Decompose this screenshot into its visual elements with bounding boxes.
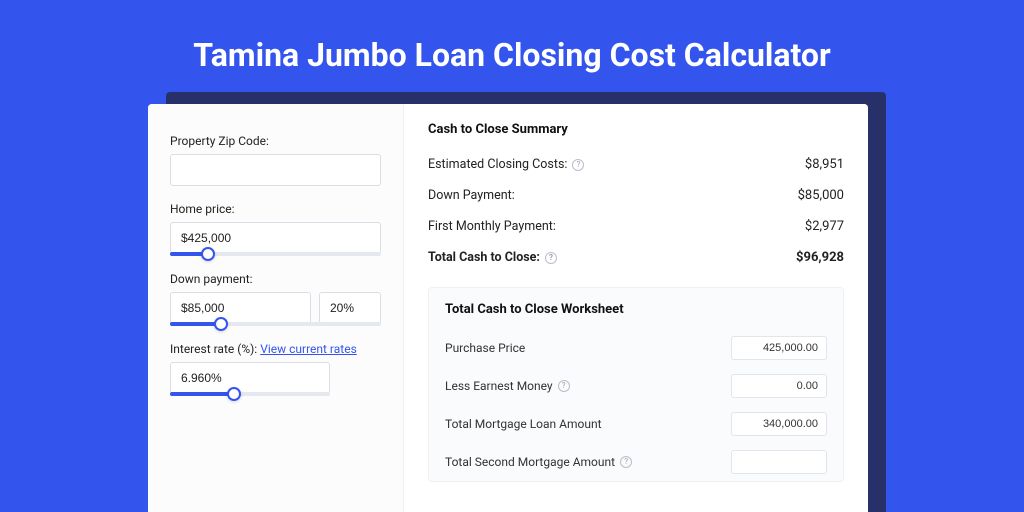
down-payment-slider-thumb[interactable] — [214, 317, 228, 331]
calculator-card: Property Zip Code: Home price: Down paym… — [148, 104, 868, 512]
worksheet-row-earnest-money: Less Earnest Money ? — [445, 367, 827, 405]
worksheet-card: Total Cash to Close Worksheet Purchase P… — [428, 287, 844, 482]
worksheet-row-second-mortgage: Total Second Mortgage Amount ? — [445, 443, 827, 481]
help-icon[interactable]: ? — [572, 159, 584, 171]
worksheet-label: Purchase Price — [445, 341, 525, 355]
help-icon[interactable]: ? — [558, 380, 570, 392]
summary-row-closing-costs: Estimated Closing Costs: ? $8,951 — [428, 149, 844, 180]
summary-row-down-payment: Down Payment: $85,000 — [428, 180, 844, 211]
zip-field-group: Property Zip Code: — [170, 134, 381, 186]
home-price-field-group: Home price: — [170, 202, 381, 256]
summary-amount: $8,951 — [805, 157, 844, 172]
zip-input[interactable] — [170, 154, 381, 186]
worksheet-label: Total Mortgage Loan Amount — [445, 417, 602, 431]
interest-rate-slider[interactable] — [170, 392, 330, 396]
worksheet-label: Total Second Mortgage Amount — [445, 455, 615, 469]
summary-row-total-cash: Total Cash to Close: ? $96,928 — [428, 242, 844, 273]
zip-label: Property Zip Code: — [170, 134, 381, 148]
home-price-label: Home price: — [170, 202, 381, 216]
interest-rate-slider-fill — [170, 392, 234, 396]
summary-label: Estimated Closing Costs: — [428, 157, 567, 172]
worksheet-value-input[interactable] — [731, 450, 827, 474]
down-payment-label: Down payment: — [170, 272, 381, 286]
summary-title: Cash to Close Summary — [428, 122, 844, 137]
home-price-slider[interactable] — [170, 252, 381, 256]
worksheet-row-mortgage-amount: Total Mortgage Loan Amount — [445, 405, 827, 443]
summary-amount: $85,000 — [798, 188, 844, 203]
home-price-slider-thumb[interactable] — [201, 247, 215, 261]
worksheet-value-input[interactable] — [731, 374, 827, 398]
inputs-panel: Property Zip Code: Home price: Down paym… — [148, 104, 404, 512]
down-payment-pct-input[interactable] — [319, 292, 381, 324]
worksheet-row-purchase-price: Purchase Price — [445, 329, 827, 367]
interest-rate-input[interactable] — [170, 362, 330, 394]
interest-rate-field-group: Interest rate (%): View current rates — [170, 342, 381, 396]
view-rates-link[interactable]: View current rates — [260, 342, 357, 356]
worksheet-value-input[interactable] — [731, 336, 827, 360]
help-icon[interactable]: ? — [545, 252, 557, 264]
worksheet-value-input[interactable] — [731, 412, 827, 436]
summary-amount: $96,928 — [796, 250, 844, 265]
interest-rate-label: Interest rate (%): View current rates — [170, 342, 381, 356]
worksheet-title: Total Cash to Close Worksheet — [445, 302, 827, 317]
results-panel: Cash to Close Summary Estimated Closing … — [404, 104, 868, 512]
page-title: Tamina Jumbo Loan Closing Cost Calculato… — [0, 0, 1024, 74]
summary-row-first-monthly: First Monthly Payment: $2,977 — [428, 211, 844, 242]
summary-amount: $2,977 — [805, 219, 844, 234]
down-payment-field-group: Down payment: — [170, 272, 381, 326]
summary-label: Down Payment: — [428, 188, 515, 203]
down-payment-slider[interactable] — [170, 322, 381, 326]
down-payment-input[interactable] — [170, 292, 311, 324]
help-icon[interactable]: ? — [620, 456, 632, 468]
interest-rate-slider-thumb[interactable] — [227, 387, 241, 401]
worksheet-label: Less Earnest Money — [445, 379, 553, 393]
summary-label: Total Cash to Close: — [428, 250, 540, 265]
summary-label: First Monthly Payment: — [428, 219, 556, 234]
interest-rate-label-text: Interest rate (%): — [170, 342, 260, 356]
